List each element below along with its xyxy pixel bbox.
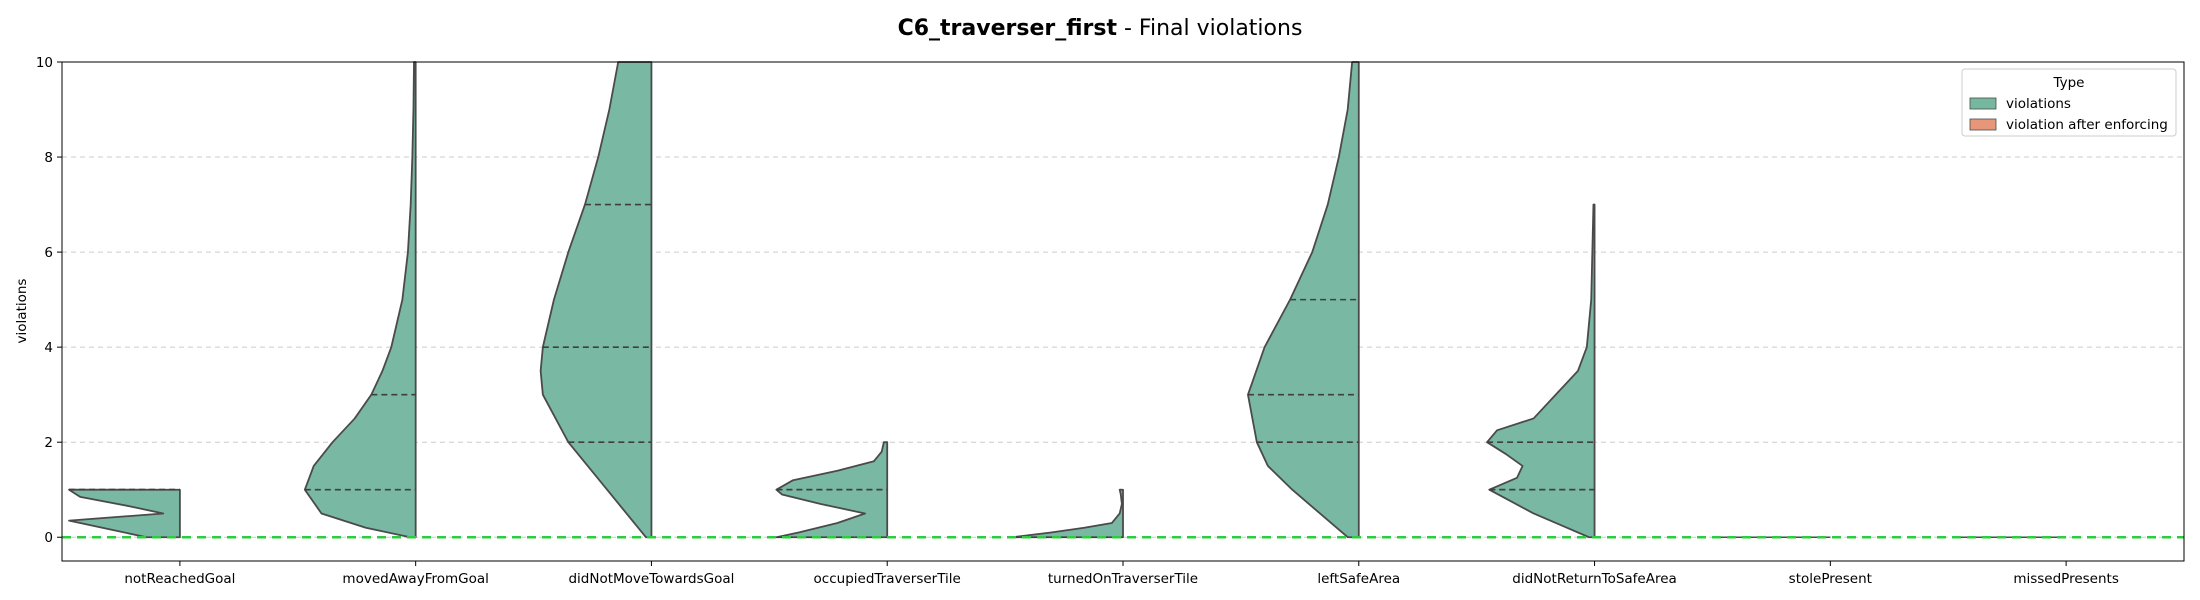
y-tick-label: 10 [36, 55, 53, 71]
violin-body [1011, 488, 1124, 539]
legend-title: Type [2052, 75, 2084, 91]
y-axis-ticks: 0 2 4 6 8 10 [36, 55, 62, 546]
x-axis-ticks: notReachedGoal movedAwayFromGoal didNotMov… [124, 561, 2119, 587]
violin-movedAwayFromGoal [303, 61, 417, 539]
violin-didNotMoveTowardsGoal [539, 61, 653, 539]
y-axis-label: violations [14, 279, 30, 344]
y-tick-label: 4 [44, 340, 53, 356]
violins [68, 61, 2067, 539]
chart-title: C6_traverser_first - Final violations [898, 16, 1303, 41]
legend-box [1961, 68, 2177, 137]
y-tick-label: 8 [44, 150, 53, 166]
violin-turnedOnTraverserTile [1011, 488, 1124, 539]
violin-notReachedGoal [68, 488, 181, 539]
violin-occupiedTraverserTile [775, 441, 889, 539]
x-tick-label: occupiedTraverserTile [814, 571, 961, 587]
violin-body [303, 61, 417, 539]
legend-entry-label: violations [2006, 96, 2071, 112]
x-tick-label: movedAwayFromGoal [342, 571, 488, 587]
legend: Type violations violation after enforcing [1961, 68, 2177, 137]
violin-body [1486, 203, 1596, 539]
legend-entry-label: violation after enforcing [2006, 117, 2168, 133]
y-tick-label: 6 [44, 245, 53, 261]
x-tick-label: missedPresents [2013, 571, 2119, 587]
x-tick-label: didNotReturnToSafeArea [1512, 571, 1677, 587]
violin-didNotReturnToSafeArea [1486, 203, 1596, 539]
y-tick-label: 0 [44, 530, 53, 546]
x-tick-label: didNotMoveTowardsGoal [568, 571, 734, 587]
x-tick-label: turnedOnTraverserTile [1048, 571, 1198, 587]
chart-title-rest: - Final violations [1117, 16, 1302, 41]
x-tick-label: notReachedGoal [124, 571, 235, 587]
chart-title-bold: C6_traverser_first [898, 16, 1118, 41]
x-tick-label: leftSafeArea [1317, 571, 1400, 587]
violin-body [68, 488, 181, 539]
violin-leftSafeArea [1247, 61, 1360, 539]
x-tick-label: stolePresent [1789, 571, 1872, 587]
legend-swatch [1969, 118, 1997, 131]
legend-swatch [1969, 97, 1997, 110]
y-tick-label: 2 [44, 435, 53, 451]
violin-body [539, 61, 653, 539]
